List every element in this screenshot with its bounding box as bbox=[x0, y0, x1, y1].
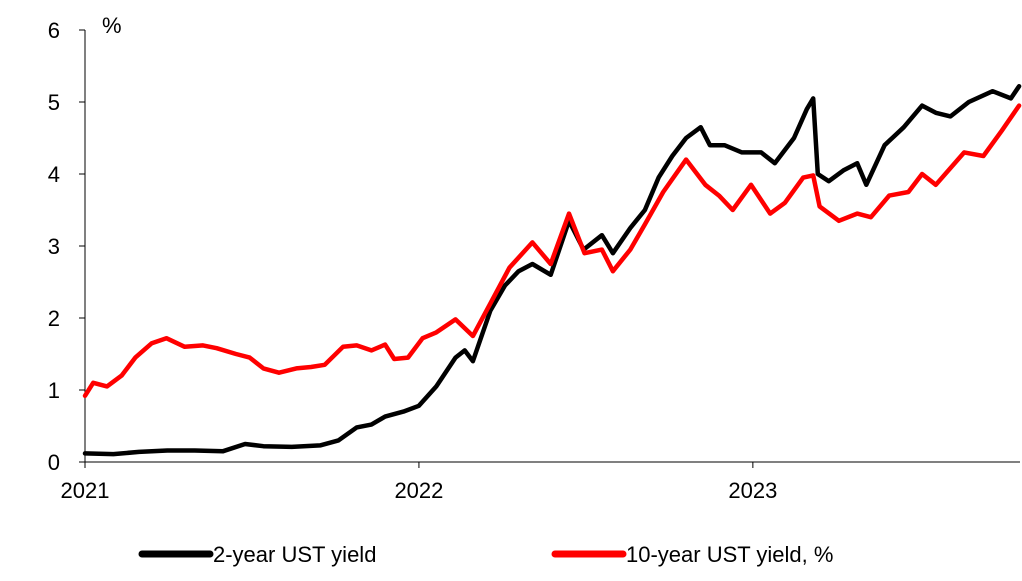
y-tick-label: 6 bbox=[48, 18, 60, 43]
y-unit-label: % bbox=[102, 13, 122, 38]
legend: 2-year UST yield 10-year UST yield, % bbox=[138, 542, 833, 567]
x-tick-label: 2022 bbox=[394, 478, 443, 503]
y-tick-label: 2 bbox=[48, 306, 60, 331]
x-tick-label: 2021 bbox=[61, 478, 110, 503]
series-line-10y bbox=[82, 103, 1022, 399]
series-line-2y bbox=[82, 83, 1022, 457]
x-tick-label: 2023 bbox=[728, 478, 777, 503]
legend-label-10y: 10-year UST yield, % bbox=[626, 542, 833, 567]
y-tick-label: 0 bbox=[48, 450, 60, 475]
y-tick-label: 4 bbox=[48, 162, 60, 187]
legend-label-2y: 2-year UST yield bbox=[213, 542, 376, 567]
axes-layer: 0 1 2 3 4 5 6 % 2021 2022 2023 bbox=[48, 13, 1020, 503]
series-layer bbox=[82, 83, 1022, 457]
y-tick-label: 5 bbox=[48, 90, 60, 115]
y-tick-label: 1 bbox=[48, 378, 60, 403]
y-tick-label: 3 bbox=[48, 234, 60, 259]
